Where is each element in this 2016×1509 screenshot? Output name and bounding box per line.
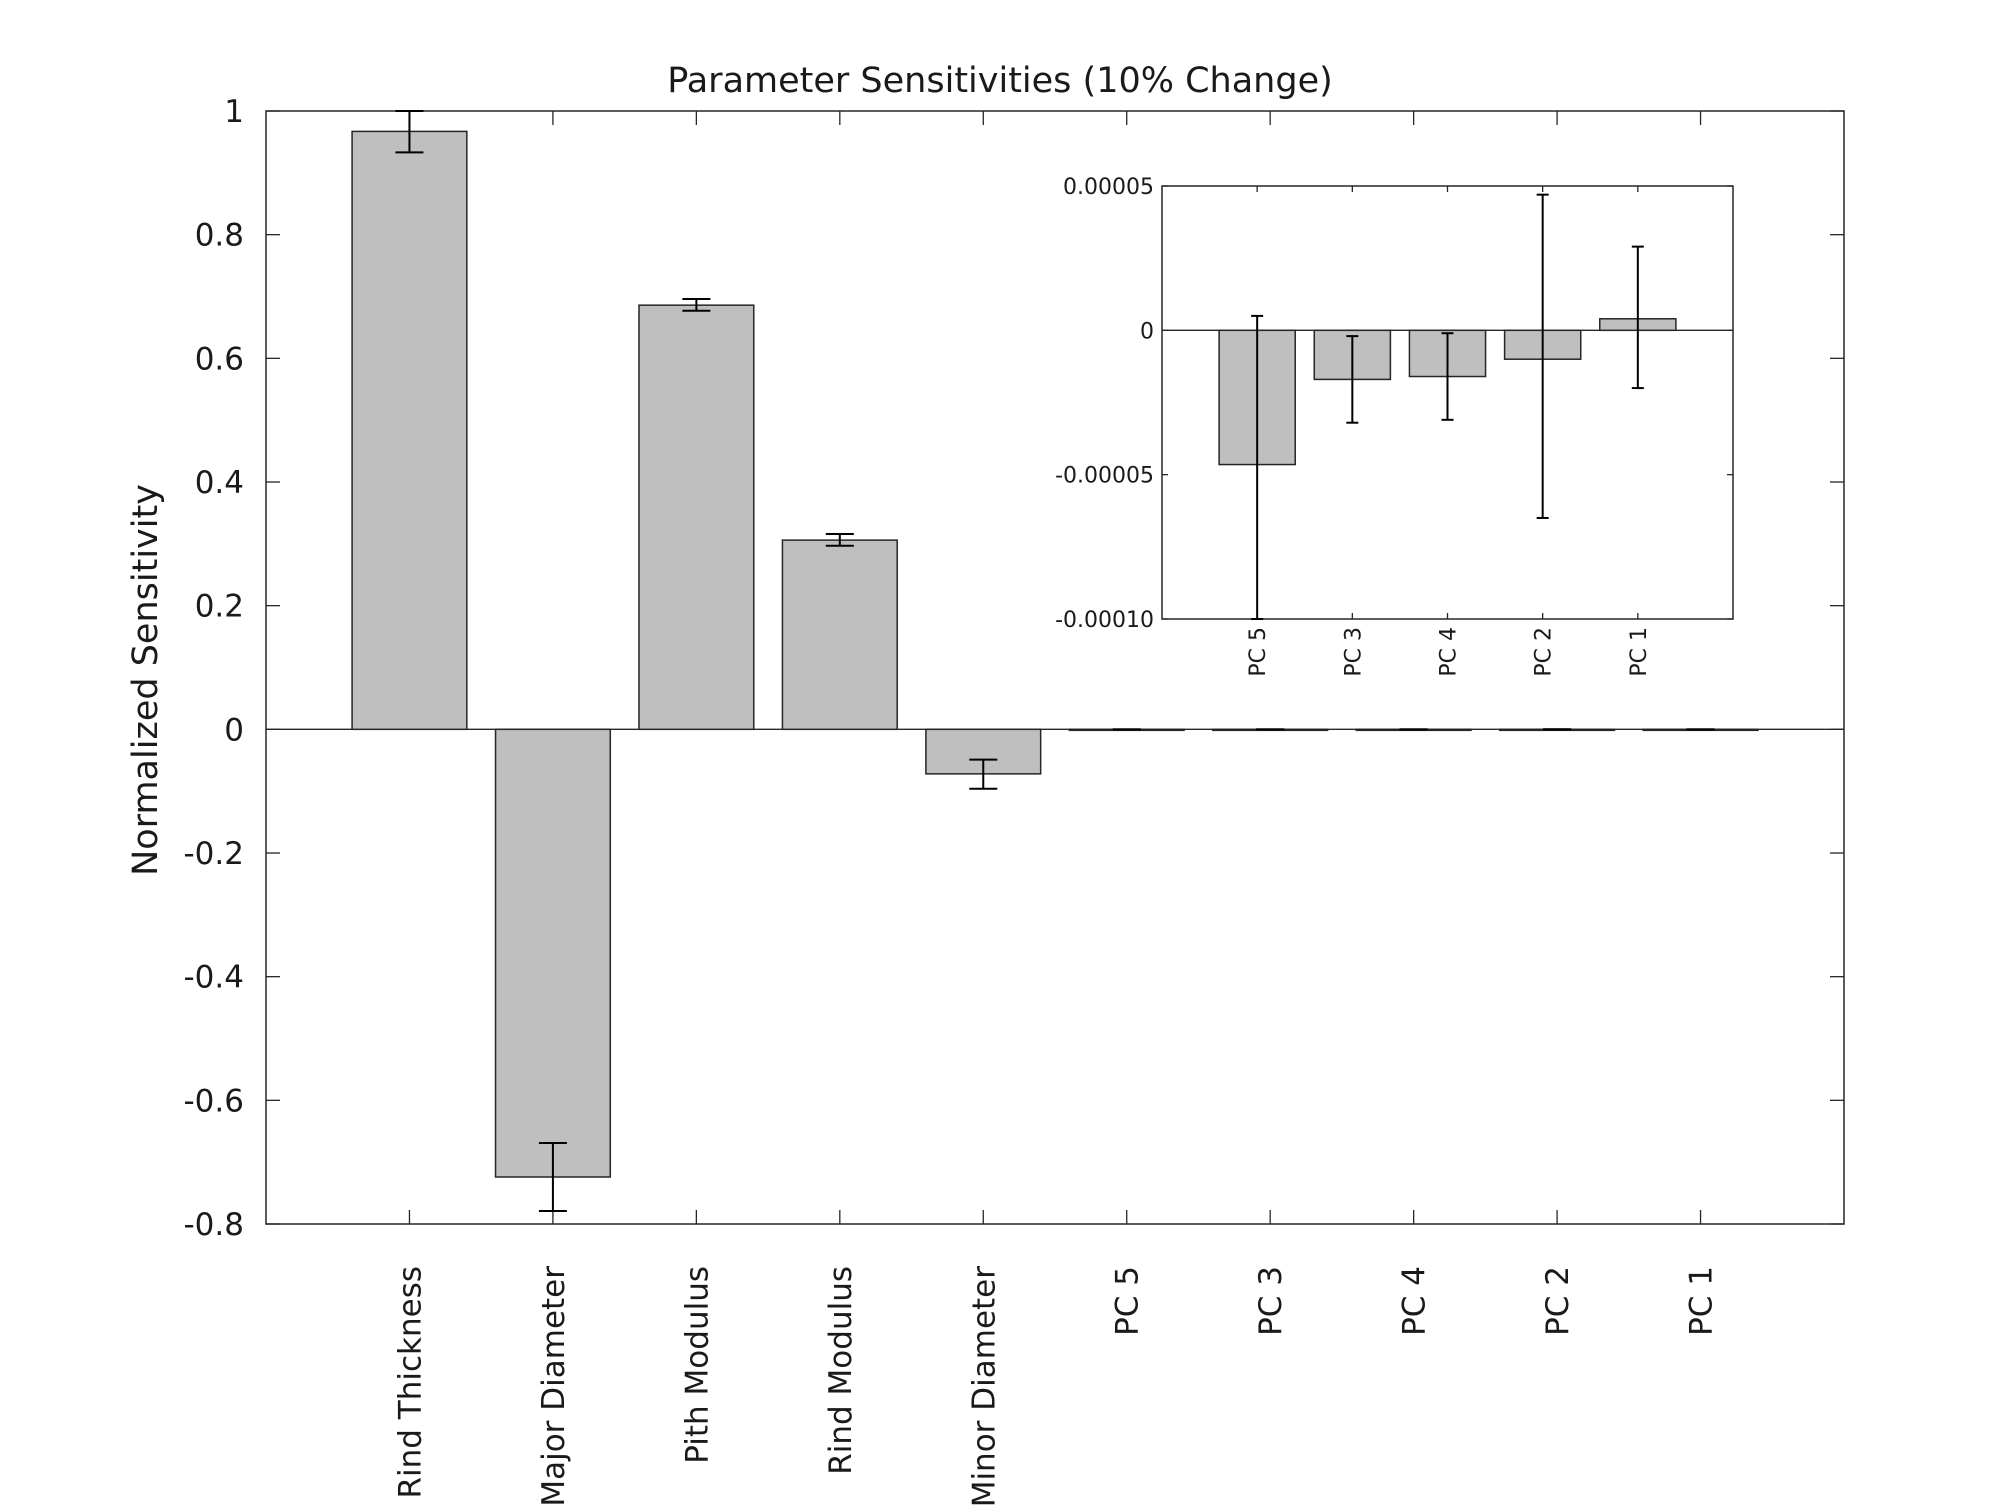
inset-bars (1162, 193, 1733, 620)
y-tick-label: 0.8 (195, 218, 244, 254)
inset-y-ticks: 0.00005 0 -0.00005 -0.00010 (1055, 175, 1733, 633)
x-tick-label: Rind Modulus (823, 1266, 859, 1475)
error-bar (1251, 314, 1264, 620)
x-tick-label: PC 4 (1397, 1266, 1433, 1336)
y-tick-label: 0.00005 (1063, 175, 1154, 200)
bar-rind-thickness (351, 130, 468, 731)
inset-x-ticks: PC 5 PC 3 PC 4 PC 2 PC 1 (1246, 186, 1652, 677)
y-tick-label: 0.6 (195, 341, 244, 377)
error-bar (825, 532, 854, 547)
chart-title: Parameter Sensitivities (10% Change) (667, 61, 1333, 101)
error-bar (1346, 335, 1359, 424)
x-tick-label: PC 1 (1684, 1266, 1720, 1336)
x-tick-label: PC 1 (1627, 627, 1652, 677)
x-tick-label: PC 3 (1341, 627, 1366, 677)
y-axis-label: Normalized Sensitivity (126, 484, 166, 876)
main-bars (266, 110, 1844, 1213)
y-tick-label: -0.6 (184, 1083, 245, 1119)
y-tick-label: -0.00010 (1055, 608, 1154, 633)
x-tick-label: PC 5 (1110, 1266, 1146, 1336)
x-tick-label: Minor Diameter (966, 1266, 1002, 1508)
y-tick-label: 0 (224, 712, 244, 748)
y-tick-label: 1 (224, 94, 244, 130)
y-tick-label: 0 (1140, 319, 1154, 344)
error-bar (682, 297, 711, 312)
x-tick-label: Major Diameter (536, 1266, 572, 1507)
bar-major-diameter (494, 728, 612, 1178)
y-tick-label: -0.00005 (1055, 464, 1154, 489)
y-tick-label: -0.2 (184, 836, 245, 872)
error-bar (969, 758, 998, 790)
y-tick-label: -0.4 (184, 960, 245, 996)
error-bar (1441, 332, 1454, 421)
x-tick-label: PC 2 (1532, 627, 1557, 677)
x-tick-label: PC 4 (1437, 627, 1462, 677)
x-tick-label: PC 3 (1253, 1266, 1289, 1336)
y-tick-label: 0.2 (195, 589, 244, 625)
error-bar (395, 110, 424, 154)
x-tick-label: PC 2 (1540, 1266, 1576, 1336)
error-bar (1631, 245, 1644, 390)
main-y-ticks: 1 0.8 0.6 0.4 0.2 0 -0.2 -0.4 -0.6 -0.8 (184, 94, 1844, 1243)
y-tick-label: -0.8 (184, 1207, 245, 1243)
main-x-ticks: Rind Thickness Major Diameter Pith Modulus… (392, 111, 1720, 1508)
error-bar (1536, 193, 1549, 519)
error-bar (538, 1141, 567, 1213)
y-tick-label: 0.4 (195, 465, 244, 501)
bar-rind-modulus (781, 539, 898, 731)
main-plot-frame (265, 110, 1845, 1225)
x-tick-label: Rind Thickness (392, 1266, 428, 1499)
bar-pith-modulus (638, 304, 755, 731)
x-tick-label: PC 5 (1246, 627, 1271, 677)
x-tick-label: Pith Modulus (679, 1266, 715, 1464)
